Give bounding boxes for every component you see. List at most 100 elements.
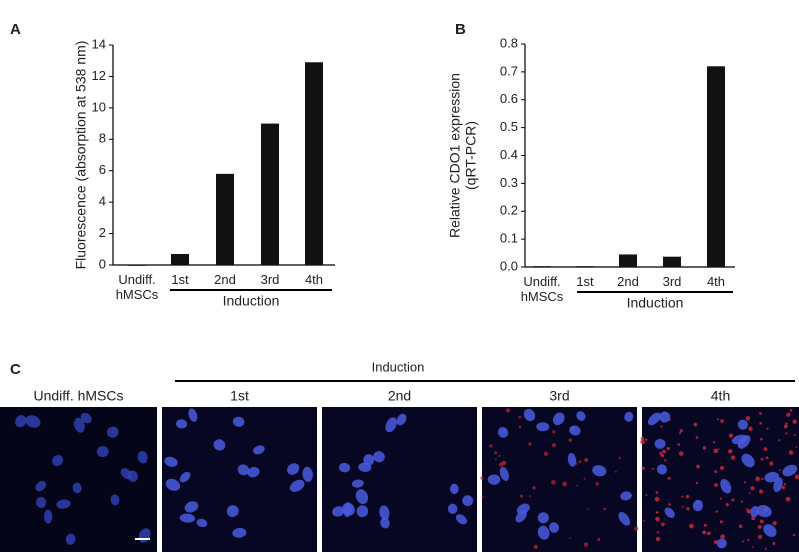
- stain-dot: [759, 422, 763, 425]
- nucleus: [487, 474, 501, 485]
- stain-dot: [779, 469, 781, 472]
- y-tick-label: 0.7: [500, 63, 518, 78]
- stain-dot: [765, 456, 769, 460]
- x-tick-label-box: 1st: [576, 274, 593, 289]
- stain-dot: [569, 537, 572, 539]
- stain-dot: [681, 505, 684, 508]
- stain-dot: [645, 494, 648, 497]
- x-tick-label: 2nd: [617, 274, 639, 289]
- stain-dot: [707, 531, 711, 536]
- bar: [216, 173, 234, 265]
- stain-dot: [714, 483, 718, 487]
- stain-dot: [695, 481, 699, 485]
- nucleus: [523, 408, 536, 422]
- nucleus: [773, 477, 783, 493]
- stain-dot: [528, 442, 532, 446]
- nucleus: [737, 419, 748, 430]
- stain-dot: [586, 508, 589, 510]
- nucleus: [355, 489, 369, 505]
- nucleus: [43, 509, 53, 524]
- nucleus: [692, 499, 704, 512]
- stain-dot: [759, 519, 764, 524]
- stain-dot: [685, 495, 690, 499]
- stain-dot: [664, 459, 667, 462]
- nucleus: [35, 481, 47, 492]
- y-tick-label: 0.5: [500, 119, 518, 134]
- nucleus: [342, 502, 355, 516]
- nucleus: [449, 483, 459, 495]
- stain-dot: [489, 444, 493, 448]
- stain-dot: [543, 451, 549, 456]
- nucleus: [287, 463, 300, 475]
- stain-dot: [644, 438, 648, 441]
- x-tick-label: 1st: [171, 272, 189, 287]
- stain-dot: [597, 537, 601, 541]
- stain-dot: [702, 530, 707, 535]
- stain-dot: [640, 436, 645, 441]
- nucleus: [659, 411, 671, 423]
- nucleus: [447, 503, 458, 514]
- y-tick-label: 10: [92, 99, 106, 114]
- nucleus: [332, 506, 345, 517]
- stain-dot: [677, 443, 681, 446]
- stain-dot: [643, 519, 646, 522]
- nucleus: [373, 451, 385, 463]
- bar: [171, 254, 189, 265]
- nucleus: [80, 412, 92, 424]
- nucleus: [647, 412, 661, 426]
- group-label: Induction: [223, 293, 280, 309]
- y-tick-label: 0.8: [500, 35, 518, 50]
- stain-dot: [693, 422, 698, 427]
- stain-dot: [760, 457, 764, 461]
- y-tick-label: 4: [99, 194, 106, 209]
- stain-dot: [656, 511, 659, 514]
- nucleus: [351, 479, 364, 488]
- stain-dot: [640, 439, 645, 445]
- x-tick-label: 4th: [304, 272, 324, 287]
- nucleus: [385, 417, 398, 433]
- stain-dot: [717, 448, 720, 451]
- stain-dot: [666, 447, 670, 451]
- stain-dot: [750, 486, 755, 491]
- nucleus: [737, 435, 751, 449]
- stain-dot: [689, 523, 694, 529]
- stain-dot: [533, 544, 538, 549]
- stain-dot: [783, 483, 787, 486]
- stain-dot: [655, 516, 660, 522]
- nucleus: [72, 482, 82, 494]
- nucleus: [497, 426, 509, 438]
- stain-dot: [494, 458, 497, 461]
- stain-dot: [764, 547, 767, 550]
- stain-dot: [742, 540, 744, 543]
- stain-dot: [728, 433, 734, 438]
- stain-dot: [494, 451, 498, 455]
- stain-dot: [719, 465, 725, 470]
- nucleus: [537, 512, 549, 524]
- y-tick-label: 14: [92, 36, 106, 51]
- stain-dot: [595, 482, 599, 486]
- x-tick-label-box: 2nd: [214, 272, 236, 287]
- nucleus: [188, 408, 198, 422]
- stain-dot: [518, 415, 522, 419]
- stain-dot: [562, 481, 567, 487]
- stain-dot: [772, 521, 777, 526]
- panel-title: 3rd: [549, 388, 569, 404]
- nucleus: [782, 464, 798, 477]
- x-tick-label: 3rd: [260, 272, 280, 287]
- stain-dot: [789, 408, 793, 412]
- stain-dot: [785, 432, 788, 435]
- stain-dot: [778, 439, 781, 442]
- y-tick-label: 0.3: [500, 175, 518, 190]
- nucleus: [52, 454, 64, 467]
- nucleus: [65, 533, 76, 545]
- nucleus: [247, 466, 260, 478]
- y-tick-label: 0.0: [500, 258, 518, 273]
- y-tick-label: 0.4: [500, 147, 518, 162]
- stain-dot: [766, 427, 769, 430]
- stain-dot: [651, 467, 654, 470]
- stain-dot: [656, 531, 660, 534]
- nucleus: [741, 453, 755, 468]
- stain-dot: [655, 536, 661, 542]
- nucleus: [96, 445, 109, 458]
- stain-dot: [529, 495, 531, 498]
